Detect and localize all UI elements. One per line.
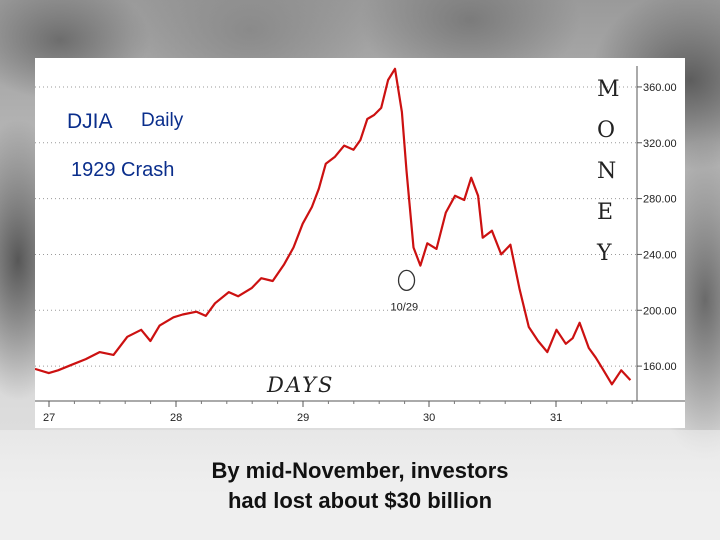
x-axis-title: DAYS: [266, 373, 334, 397]
chart-panel: 160.00 200.00 240.00 280.00 320.00 360.00 27 2…: [35, 58, 685, 428]
x-tick-label: 30: [423, 412, 435, 424]
y-axis-title-letter: E: [597, 200, 613, 225]
caption-line-2: had lost about $30 billion: [227, 488, 493, 513]
chart-title-suffix: Daily: [141, 110, 184, 131]
y-tick-label: 360.00: [643, 82, 677, 94]
chart-title: DJIA: [67, 110, 113, 133]
y-axis-title-letter: Y: [596, 241, 612, 266]
x-tick-label: 28: [170, 412, 182, 424]
caption-line-1: By mid-November, investors: [211, 458, 509, 483]
annotation-layer: 10/29: [391, 269, 419, 313]
x-tick-label: 27: [43, 412, 55, 424]
y-tick-label: 240.00: [643, 249, 677, 261]
y-axis-title-letter: O: [597, 118, 615, 143]
crash-low-circle: [397, 269, 416, 292]
y-axis-title-letter: M: [597, 77, 620, 102]
y-tick-layer: 160.00 200.00 240.00 280.00 320.00 360.00: [637, 82, 677, 373]
background-fade: [0, 430, 720, 540]
y-tick-label: 280.00: [643, 194, 677, 206]
y-tick-label: 160.00: [643, 361, 677, 373]
slide-caption: By mid-November, investors had lost abou…: [0, 456, 720, 516]
x-tick-layer: 27 28 29 30 31: [43, 401, 633, 424]
y-axis-title-letter: N: [597, 159, 616, 184]
x-tick-label: 31: [550, 412, 562, 424]
y-tick-label: 200.00: [643, 305, 677, 317]
chart-subtitle: 1929 Crash: [71, 159, 174, 181]
djia-price-line: [35, 67, 632, 386]
y-tick-label: 320.00: [643, 138, 677, 150]
x-tick-label: 29: [297, 412, 309, 424]
grid-layer: [35, 86, 637, 367]
series-layer: [35, 67, 632, 386]
annotation-label: 10/29: [391, 301, 419, 313]
